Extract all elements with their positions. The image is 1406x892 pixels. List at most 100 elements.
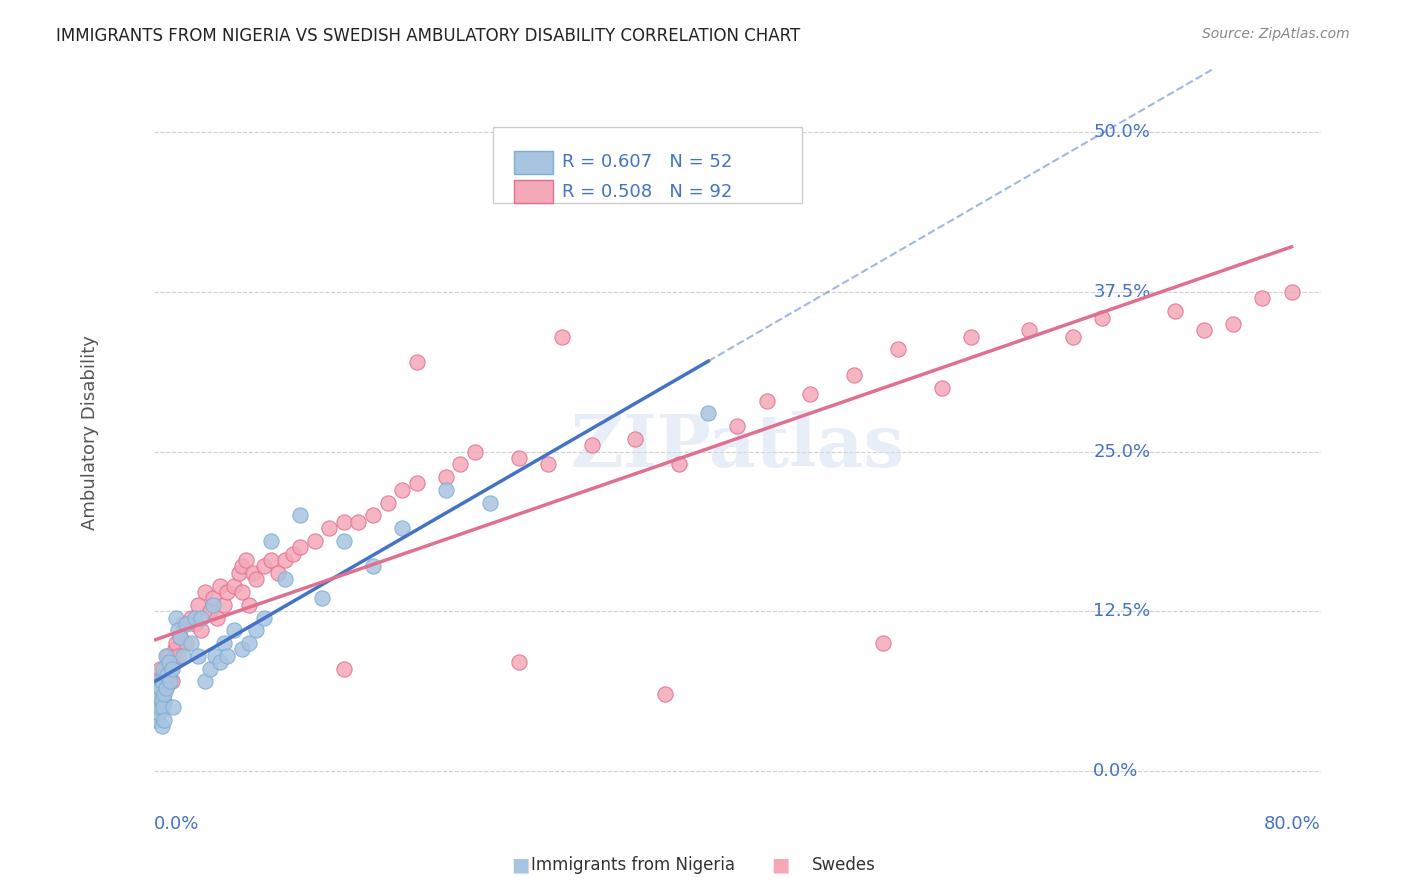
Point — [201, 591, 224, 606]
Point — [145, 713, 167, 727]
Point — [153, 713, 176, 727]
Point — [887, 343, 910, 357]
Point — [148, 706, 170, 721]
Point — [155, 662, 177, 676]
Point — [149, 700, 172, 714]
Point — [155, 681, 177, 695]
Point — [153, 693, 176, 707]
Point — [434, 470, 457, 484]
Point — [145, 713, 167, 727]
Text: IMMIGRANTS FROM NIGERIA VS SWEDISH AMBULATORY DISABILITY CORRELATION CHART: IMMIGRANTS FROM NIGERIA VS SWEDISH AMBUL… — [56, 27, 800, 45]
Text: R = 0.607   N = 52: R = 0.607 N = 52 — [562, 153, 733, 171]
Point — [156, 674, 179, 689]
Point — [267, 566, 290, 580]
Point — [180, 636, 202, 650]
Point — [238, 598, 260, 612]
Point — [238, 636, 260, 650]
Point — [537, 458, 560, 472]
Point — [176, 636, 198, 650]
Point — [304, 533, 326, 548]
Point — [169, 630, 191, 644]
Point — [198, 662, 221, 676]
Point — [190, 610, 212, 624]
Text: 37.5%: 37.5% — [1094, 283, 1150, 301]
Point — [228, 566, 250, 580]
Point — [508, 655, 530, 669]
Point — [153, 687, 176, 701]
Point — [208, 655, 231, 669]
Point — [252, 559, 274, 574]
Point — [149, 693, 172, 707]
Point — [217, 648, 239, 663]
Text: 80.0%: 80.0% — [1264, 815, 1320, 833]
Point — [361, 508, 384, 523]
Point — [245, 572, 267, 586]
Point — [190, 624, 212, 638]
Point — [281, 547, 304, 561]
Point — [799, 387, 821, 401]
Point — [148, 706, 170, 721]
Point — [160, 674, 183, 689]
Text: Source: ZipAtlas.com: Source: ZipAtlas.com — [1202, 27, 1350, 41]
Point — [159, 674, 181, 689]
Point — [205, 610, 228, 624]
Point — [224, 579, 246, 593]
Point — [150, 681, 173, 695]
Text: 0.0%: 0.0% — [155, 815, 200, 833]
Point — [149, 662, 172, 676]
Point — [212, 636, 235, 650]
Point — [155, 648, 177, 663]
Point — [146, 681, 169, 695]
Point — [204, 648, 226, 663]
Point — [201, 598, 224, 612]
Point — [449, 458, 471, 472]
Point — [157, 655, 180, 669]
Text: R = 0.508   N = 92: R = 0.508 N = 92 — [562, 183, 733, 201]
Point — [231, 585, 253, 599]
Text: ■: ■ — [770, 855, 790, 874]
Point — [150, 700, 173, 714]
Point — [165, 636, 187, 650]
Point — [152, 668, 174, 682]
Point — [235, 553, 257, 567]
Point — [150, 719, 173, 733]
Point — [697, 406, 720, 420]
Point — [242, 566, 264, 580]
Point — [212, 598, 235, 612]
Point — [198, 604, 221, 618]
Point — [624, 432, 647, 446]
Point — [160, 662, 183, 676]
Point — [581, 438, 603, 452]
Point — [333, 515, 356, 529]
Point — [931, 381, 953, 395]
Text: 0.0%: 0.0% — [1094, 762, 1139, 780]
Point — [184, 616, 207, 631]
Point — [150, 674, 173, 689]
Point — [166, 624, 188, 638]
Point — [252, 610, 274, 624]
Point — [333, 662, 356, 676]
Text: Swedes: Swedes — [811, 856, 876, 874]
Point — [180, 610, 202, 624]
Point — [260, 553, 283, 567]
Point — [1091, 310, 1114, 325]
Point — [1164, 304, 1187, 318]
Point — [311, 591, 333, 606]
Point — [755, 393, 778, 408]
Point — [172, 616, 194, 631]
Point — [148, 674, 170, 689]
Point — [288, 508, 311, 523]
Point — [1251, 291, 1274, 305]
Point — [162, 655, 184, 669]
Point — [156, 648, 179, 663]
Point — [187, 598, 209, 612]
Point — [187, 648, 209, 663]
Point — [152, 687, 174, 701]
Point — [260, 533, 283, 548]
Point — [1281, 285, 1303, 299]
Point — [405, 355, 427, 369]
Point — [668, 458, 690, 472]
Point — [333, 533, 356, 548]
Point — [159, 662, 181, 676]
Point — [361, 559, 384, 574]
